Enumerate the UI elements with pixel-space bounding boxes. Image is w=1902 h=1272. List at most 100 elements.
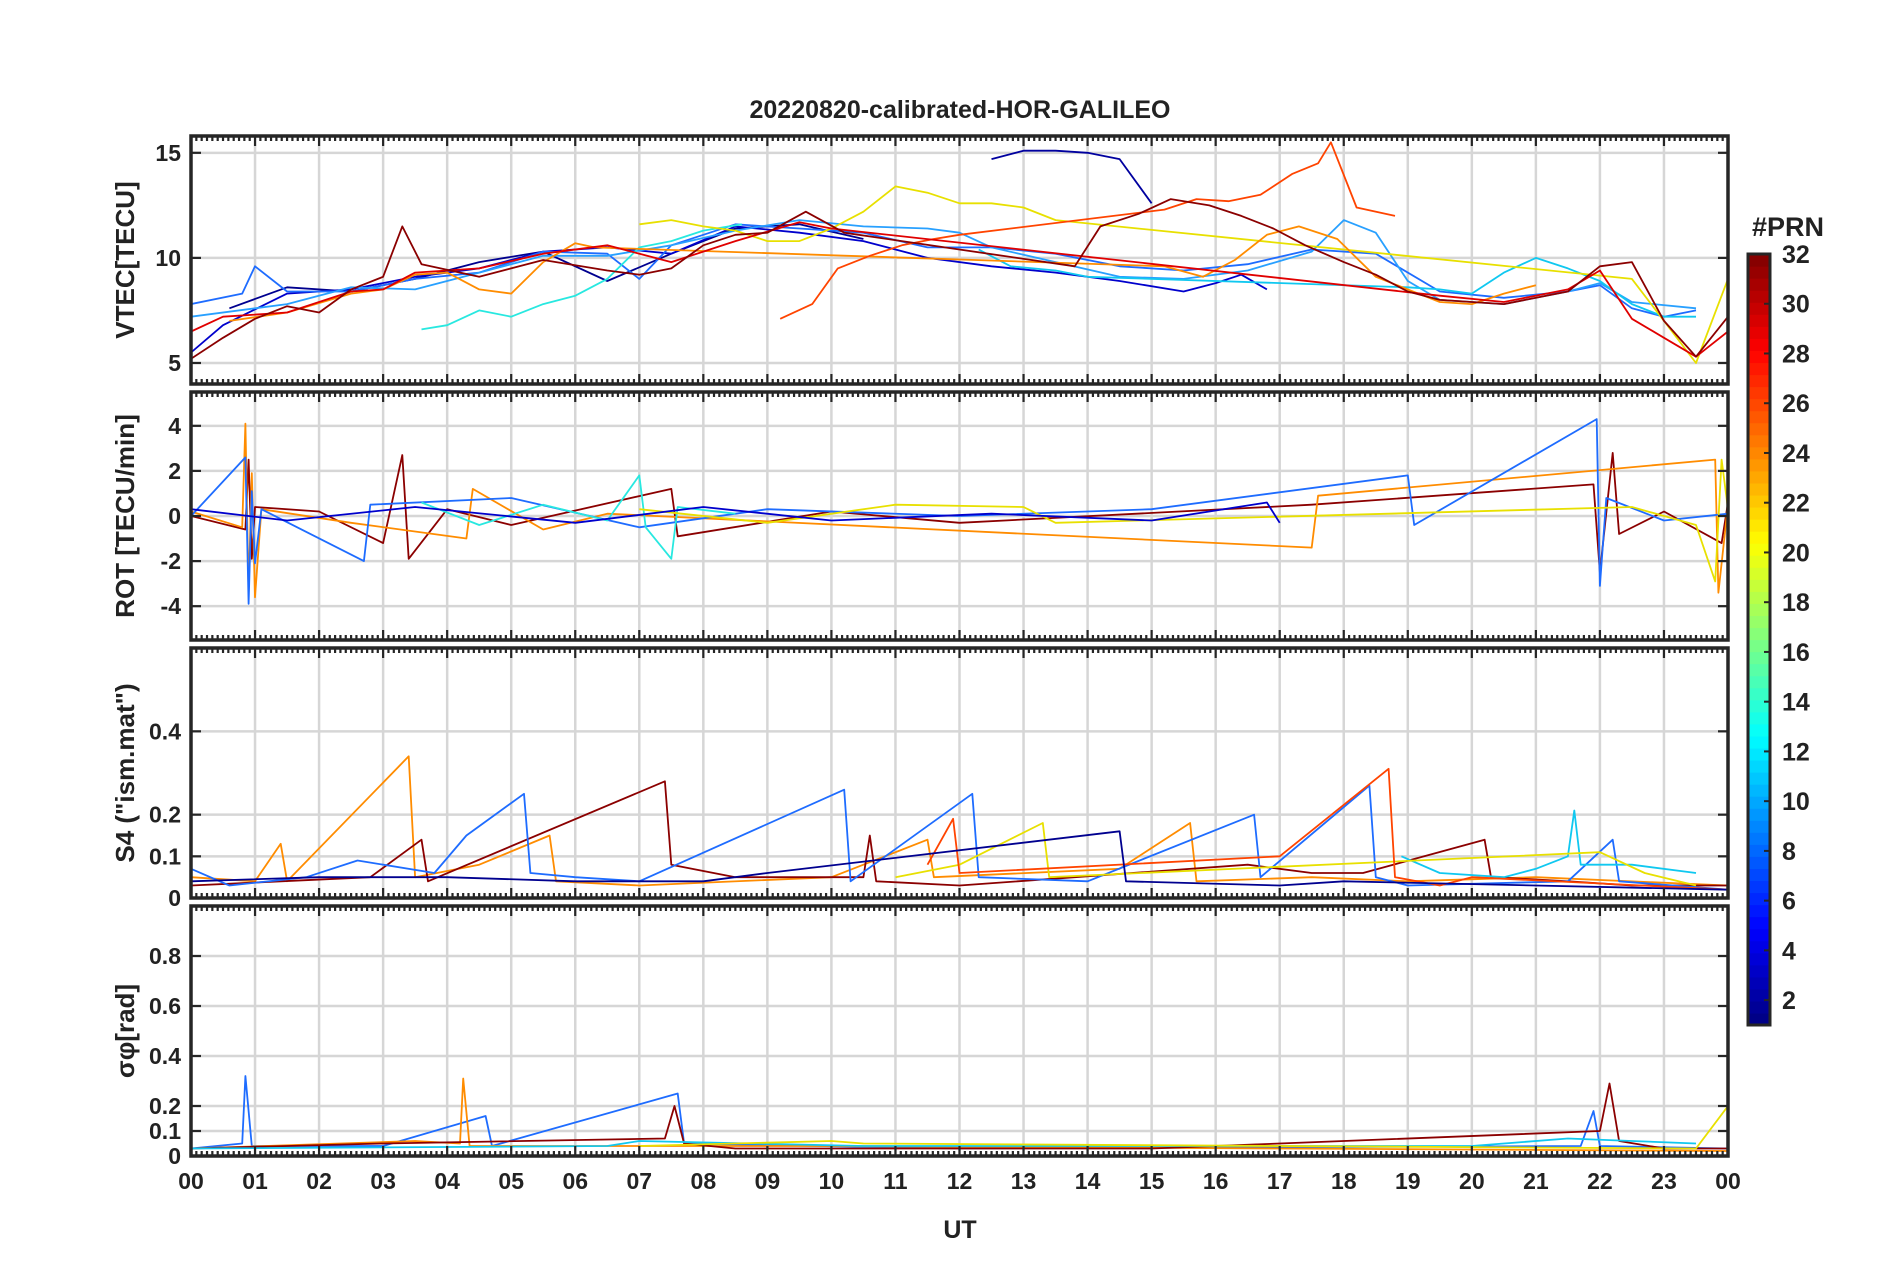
x-tick-label: 11 [883, 1168, 908, 1194]
x-tick-label: 17 [1267, 1168, 1293, 1194]
y-axis-label: σφ[rad] [110, 984, 140, 1078]
colorbar-band [1748, 458, 1770, 472]
series-line-prn-32 [191, 1082, 1728, 1150]
x-tick-label: 08 [691, 1168, 717, 1194]
colorbar-band [1748, 796, 1770, 809]
panel-grid [191, 136, 1728, 384]
series-line-prn-3 [991, 149, 1153, 204]
colorbar-band [1748, 892, 1770, 906]
y-tick-label: 0.4 [149, 1043, 181, 1069]
series-line-prn-20 [639, 458, 1728, 583]
y-tick-label: 0.2 [149, 802, 181, 828]
colorbar-band [1748, 326, 1770, 339]
x-tick-label: 07 [626, 1168, 652, 1194]
colorbar-tick-label: 2 [1782, 987, 1796, 1015]
x-tick-label: 20 [1459, 1168, 1485, 1194]
series-line-prn-8 [191, 1075, 1728, 1150]
colorbar-tick-label: 14 [1782, 689, 1810, 717]
colorbar-band [1748, 278, 1770, 291]
colorbar-band [1748, 470, 1770, 484]
colorbar-band [1748, 482, 1770, 496]
colorbar-tick-label: 32 [1782, 241, 1810, 269]
panel-series-group [191, 141, 1728, 364]
series-line-prn-12 [978, 248, 1696, 318]
panel-ticks [189, 136, 1730, 384]
colorbar-band [1748, 663, 1770, 677]
panel-grid [191, 392, 1728, 640]
colorbar-band [1748, 386, 1770, 400]
x-axis-label: UT [943, 1216, 976, 1244]
series-line-prn-20 [639, 185, 1728, 364]
y-axis-label: ROT [TECU/min] [110, 414, 140, 618]
colorbar-band [1748, 808, 1770, 821]
y-tick-label: 15 [155, 140, 181, 166]
y-axis-label: S4 ("ism.mat") [110, 683, 140, 862]
x-tick-label: 23 [1651, 1168, 1677, 1194]
colorbar-band [1748, 928, 1770, 942]
colorbar-band [1748, 314, 1770, 327]
x-tick-label: 14 [1075, 1168, 1101, 1194]
y-tick-label: 2 [168, 458, 181, 484]
x-tick-label: 05 [498, 1168, 524, 1194]
colorbar-tick-label: 26 [1782, 390, 1810, 418]
colorbar-band [1748, 519, 1770, 532]
series-line-prn-32 [191, 198, 1728, 360]
y-tick-label: 0 [168, 1143, 181, 1169]
colorbar-band [1748, 940, 1770, 954]
colorbar-band [1748, 856, 1770, 869]
colorbar-band [1748, 398, 1770, 412]
colorbar-tick-label: 18 [1782, 589, 1810, 617]
colorbar-band [1748, 290, 1770, 303]
colorbar-band [1748, 832, 1770, 845]
colorbar-band [1748, 615, 1770, 629]
x-tick-label: 06 [562, 1168, 588, 1194]
colorbar-band [1748, 338, 1770, 351]
x-tick-labels: 00 01 02 03 04 05 06 07 08 09 10 11 12 13 14 15 16 17 18 19… [178, 1168, 1741, 1194]
chart-title: 20220820-calibrated-HOR-GALILEO [750, 96, 1171, 124]
panel-ticks [189, 392, 1730, 640]
colorbar-tick-label: 22 [1782, 490, 1810, 518]
y-tick-label: 0.2 [149, 1093, 181, 1119]
colorbar-band [1748, 350, 1770, 364]
colorbar-band [1748, 543, 1770, 556]
x-tick-label: 10 [819, 1168, 845, 1194]
colorbar-band [1748, 531, 1770, 544]
panel-ticks [189, 906, 1730, 1158]
colorbar-band [1748, 711, 1770, 725]
colorbar-band [1748, 591, 1770, 604]
series-line-prn-26 [779, 141, 1396, 320]
panel-series-group [191, 755, 1728, 891]
colorbar-band [1748, 567, 1770, 580]
y-tick-label: 0.4 [149, 718, 181, 744]
colorbar-band [1748, 639, 1770, 653]
x-tick-label: 00 [178, 1168, 204, 1194]
colorbar-tick-label: 12 [1782, 738, 1810, 766]
y-tick-label: 0.1 [149, 1118, 181, 1144]
panel-series-group [191, 1075, 1728, 1152]
colorbar-band [1748, 374, 1770, 388]
panel-sigma_phi: 00.10.2 0.4 0.6 0.8 σφ[rad] [110, 904, 1730, 1169]
colorbar-band [1748, 759, 1770, 773]
x-tick-label: 03 [370, 1168, 396, 1194]
colorbar-band [1748, 820, 1770, 833]
x-tick-label: 13 [1011, 1168, 1037, 1194]
colorbar-band [1748, 952, 1770, 966]
colorbar-band [1748, 772, 1770, 785]
y-tick-label: 0 [168, 503, 181, 529]
series-line-prn-29 [191, 221, 1728, 358]
x-tick-label: 19 [1395, 1168, 1421, 1194]
colorbar-band [1748, 410, 1770, 424]
x-tick-label: 01 [242, 1168, 268, 1194]
colorbar-band [1748, 747, 1770, 761]
x-tick-label: 12 [947, 1168, 973, 1194]
colorbar-band [1748, 844, 1770, 857]
colorbar-band [1748, 254, 1770, 267]
colorbar-band [1748, 699, 1770, 713]
series-line-prn-20 [895, 822, 1697, 887]
colorbar-tick-label: 28 [1782, 340, 1810, 368]
y-tick-label: 0.1 [149, 843, 181, 869]
colorbar-band [1748, 446, 1770, 460]
colorbar-band [1748, 506, 1770, 520]
